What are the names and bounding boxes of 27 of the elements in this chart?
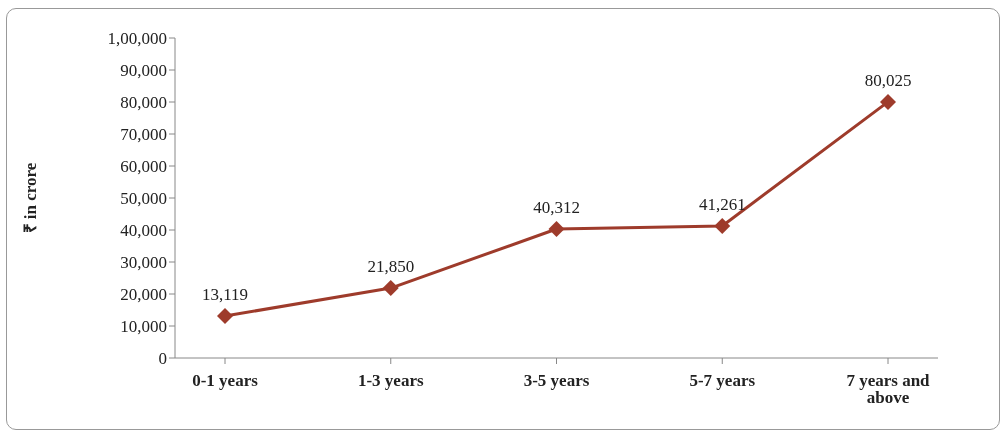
y-tick-label: 0 bbox=[158, 349, 167, 369]
y-axis-title: ₹ in crore bbox=[21, 162, 41, 234]
data-label: 41,261 bbox=[698, 194, 746, 214]
y-tick-label: 70,000 bbox=[120, 125, 167, 145]
y-tick-label: 40,000 bbox=[120, 221, 167, 241]
y-tick-label: 20,000 bbox=[120, 285, 167, 305]
y-tick-label: 1,00,000 bbox=[107, 29, 167, 49]
y-tick-label: 10,000 bbox=[120, 317, 167, 337]
y-tick-label: 90,000 bbox=[120, 61, 167, 81]
y-tick-label: 30,000 bbox=[120, 253, 167, 273]
point bbox=[217, 308, 233, 325]
point bbox=[714, 217, 731, 234]
y-tick-label: 50,000 bbox=[120, 189, 167, 209]
point bbox=[382, 280, 399, 297]
point bbox=[880, 93, 896, 110]
y-tick-label: 60,000 bbox=[120, 157, 167, 177]
x-tick-label: 0-1 years bbox=[192, 371, 259, 391]
y-tick-label: 80,000 bbox=[120, 93, 167, 113]
x-tick-label: 5-7 years bbox=[689, 371, 756, 391]
x-tick-label: 1-3 years bbox=[357, 371, 424, 391]
data-label: 80,025 bbox=[864, 70, 912, 90]
x-tick-label: 7 years and above bbox=[846, 371, 931, 408]
data-label: 13,119 bbox=[201, 285, 249, 305]
x-tick-label: 3-5 years bbox=[523, 371, 590, 391]
data-label: 21,850 bbox=[367, 257, 415, 277]
point bbox=[548, 221, 565, 237]
data-label: 40,312 bbox=[533, 198, 580, 217]
